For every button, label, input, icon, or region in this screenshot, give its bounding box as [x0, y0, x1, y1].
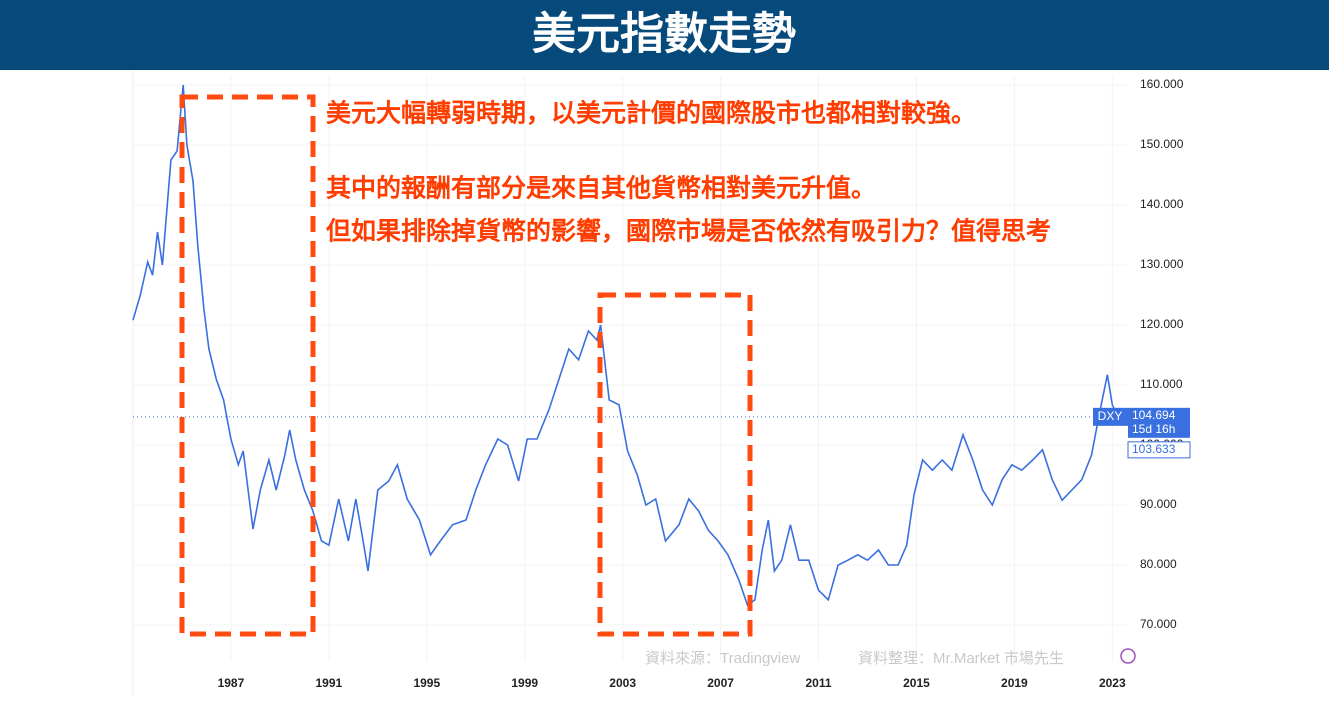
y-tick-label: 140.000	[1140, 197, 1184, 211]
y-tick-label: 130.000	[1140, 257, 1184, 271]
plot: 70.00080.00090.000100.000110.000120.0001…	[132, 76, 1191, 690]
y-tick-label: 160.000	[1140, 77, 1184, 91]
line	[132, 84, 1127, 607]
x-tick-label: 2019	[1001, 676, 1028, 690]
y-tick-label: 150.000	[1140, 137, 1184, 151]
y-tick-label: 80.000	[1140, 557, 1177, 571]
highlight-box	[597, 292, 753, 637]
highlight-box	[179, 94, 316, 637]
x-tick-label: 2007	[707, 676, 734, 690]
y-tick-label: 90.000	[1140, 497, 1177, 511]
series-tag	[1093, 407, 1128, 426]
countdown: 15d 16h	[1132, 422, 1175, 436]
annotation: 其中的報酬有部分是來自其他貨幣相對美元升值。	[326, 174, 876, 203]
x-tick-label: 1987	[218, 676, 245, 690]
prev-close-tag	[1127, 441, 1191, 459]
icon[interactable]	[1120, 648, 1136, 664]
x-tick-label: 1991	[316, 676, 343, 690]
series-name: DXY	[1098, 409, 1123, 423]
x-tick-label: 2011	[805, 676, 831, 690]
prev-close-label: 103.633	[1132, 442, 1176, 456]
price-tag	[1128, 407, 1190, 438]
y-tick-label: 70.000	[1140, 617, 1177, 631]
x-tick-label: 1999	[511, 676, 538, 690]
x-tick-label: 2015	[903, 676, 930, 690]
annotation: 但如果排除掉貨幣的影響，國際市場是否依然有吸引力？值得思考	[326, 217, 1051, 246]
x-tick-label: 2023	[1099, 676, 1126, 690]
chart-title: 美元指數走勢	[532, 10, 796, 59]
x-tick-label: 1995	[413, 676, 440, 690]
price-label: 104.694	[1132, 408, 1176, 422]
x-tick-label: 2003	[609, 676, 636, 690]
y-tick-label: 120.000	[1140, 317, 1184, 331]
source: 資料整理：Mr.Market 市場先生	[858, 650, 1064, 667]
title-banner	[0, 0, 1329, 70]
annotation: 美元大幅轉弱時期，以美元計價的國際股市也都相對較強。	[326, 99, 976, 128]
source: 資料來源：Tradingview	[645, 650, 800, 667]
y-tick-label: 110.000	[1140, 377, 1183, 391]
